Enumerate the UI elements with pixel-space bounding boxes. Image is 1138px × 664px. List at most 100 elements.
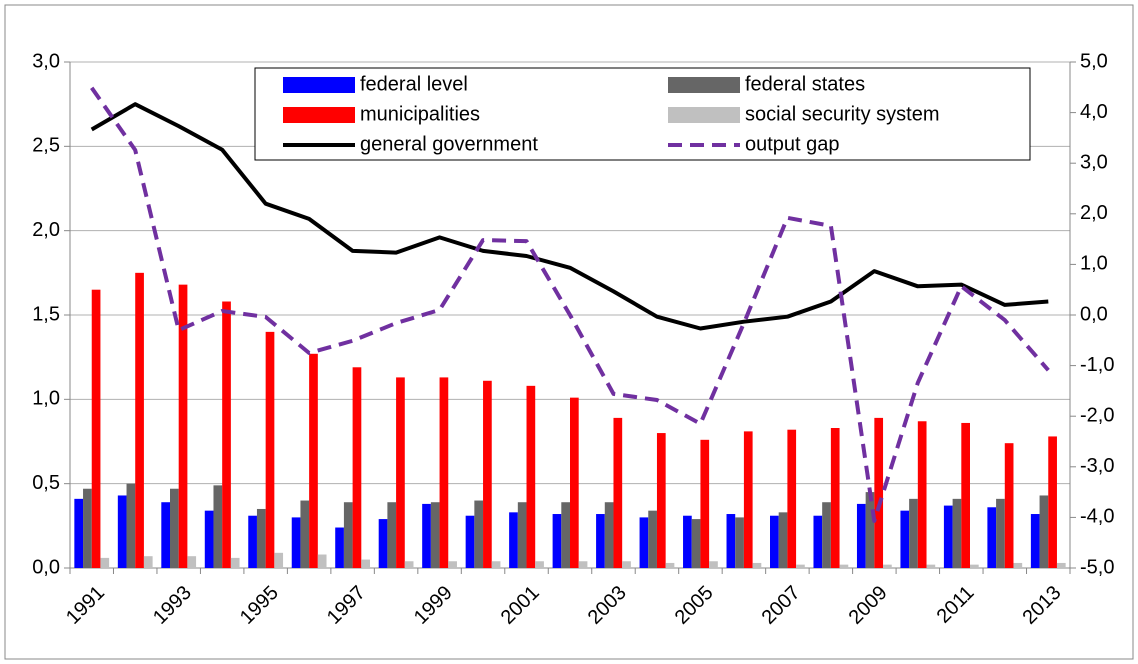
bar — [622, 561, 631, 568]
bar — [143, 556, 153, 568]
y2-tick-label: 0,0 — [1080, 303, 1108, 325]
bar — [74, 498, 84, 568]
bar — [378, 519, 388, 568]
bar — [448, 561, 457, 568]
bar — [439, 377, 449, 568]
bar — [248, 515, 257, 568]
bar — [422, 503, 431, 568]
bar — [830, 428, 840, 568]
y-tick-label: 1,0 — [32, 388, 60, 410]
bar — [996, 498, 1005, 568]
bar — [509, 512, 518, 568]
bar — [100, 557, 110, 568]
bar — [230, 557, 240, 568]
y-tick-label: 3,0 — [32, 50, 60, 72]
bar — [465, 515, 475, 568]
bar — [735, 517, 744, 568]
bar — [483, 380, 492, 568]
bar — [404, 561, 414, 568]
bar — [700, 439, 710, 568]
y2-tick-label: -3,0 — [1080, 455, 1114, 477]
bar — [813, 515, 823, 568]
bar — [943, 505, 953, 568]
y2-tick-label: 2,0 — [1080, 202, 1108, 224]
bar — [604, 502, 614, 568]
bar — [552, 514, 562, 568]
bar — [917, 421, 927, 568]
bar — [222, 301, 231, 568]
bar — [856, 503, 866, 568]
bar — [135, 272, 144, 568]
bar — [578, 561, 588, 568]
bar — [656, 433, 666, 568]
bar — [909, 498, 918, 568]
legend-label: federal states — [745, 73, 865, 95]
bar — [396, 377, 405, 568]
legend-swatch — [668, 107, 740, 123]
bar — [839, 564, 849, 568]
bar — [709, 561, 718, 568]
legend-swatch — [668, 77, 740, 93]
legend-label: social security system — [745, 103, 940, 125]
bar — [648, 510, 657, 568]
bar — [1013, 562, 1023, 568]
y2-tick-label: -2,0 — [1080, 404, 1114, 426]
bar — [491, 561, 501, 568]
legend-swatch — [283, 77, 355, 93]
y-tick-label: 1,5 — [32, 303, 60, 325]
bar — [770, 515, 779, 568]
bar — [335, 527, 344, 568]
bar — [596, 514, 605, 568]
bar — [665, 562, 675, 568]
bar — [361, 559, 370, 568]
bar — [743, 431, 753, 568]
bar — [274, 552, 284, 568]
bar — [317, 554, 327, 568]
bar — [883, 564, 892, 568]
bar — [187, 556, 197, 568]
legend-swatch — [283, 107, 355, 123]
y2-tick-label: -4,0 — [1080, 506, 1114, 528]
y2-tick-label: 1,0 — [1080, 253, 1108, 275]
bar — [613, 417, 623, 568]
y-tick-label: 0,0 — [32, 556, 60, 578]
bar — [778, 512, 788, 568]
bar — [639, 517, 649, 568]
bar — [865, 492, 875, 568]
bar — [291, 517, 301, 568]
bar — [343, 502, 353, 568]
bar — [535, 561, 544, 568]
bar — [787, 429, 797, 568]
bar — [161, 502, 170, 568]
y-tick-label: 2,0 — [32, 219, 60, 241]
legend-label: output gap — [745, 133, 840, 155]
bar — [1056, 562, 1066, 568]
bar — [430, 502, 440, 568]
bar — [726, 514, 736, 568]
bar — [570, 397, 579, 568]
bar — [126, 483, 136, 568]
bar — [117, 495, 127, 568]
bar — [474, 500, 484, 568]
bar — [822, 502, 831, 568]
bar — [387, 502, 397, 568]
bar — [961, 422, 970, 568]
bar — [526, 385, 536, 568]
legend-label: municipalities — [360, 103, 480, 125]
y2-tick-label: -1,0 — [1080, 354, 1114, 376]
bar — [926, 564, 936, 568]
line-series — [90, 86, 1050, 523]
bar — [691, 519, 701, 568]
bar — [683, 515, 692, 568]
bar — [300, 500, 310, 568]
bar — [952, 498, 962, 568]
bar — [91, 289, 101, 568]
bar — [178, 284, 188, 568]
bar — [83, 488, 92, 568]
bar — [265, 331, 275, 568]
bar — [256, 508, 266, 568]
bar — [1039, 495, 1049, 568]
bar — [796, 564, 805, 568]
y2-tick-label: 5,0 — [1080, 50, 1108, 72]
